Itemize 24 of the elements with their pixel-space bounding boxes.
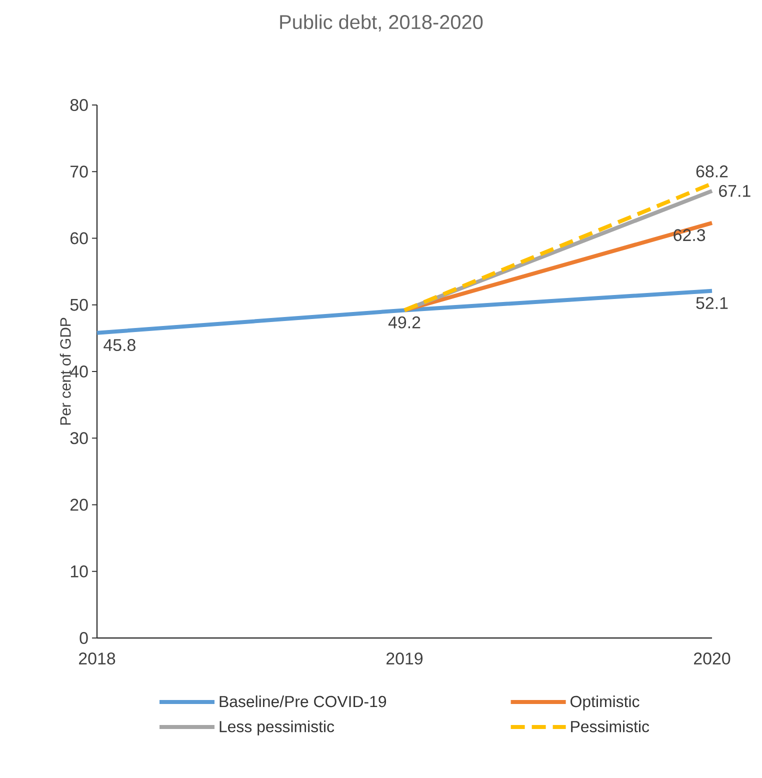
data-label: 68.2 xyxy=(696,165,728,178)
y-tick-label: 30 xyxy=(70,432,88,444)
data-label: 52.1 xyxy=(696,297,728,310)
y-axis-title: Per cent of GDP xyxy=(60,318,71,425)
data-label: 49.2 xyxy=(388,316,420,328)
chart-title: Public debt, 2018-2020 xyxy=(280,14,483,32)
y-tick-label: 60 xyxy=(70,232,88,244)
y-tick-label: 50 xyxy=(70,298,88,311)
legend-label: Optimistic xyxy=(570,695,640,710)
y-tick-label: 10 xyxy=(70,565,88,578)
data-label: 62.3 xyxy=(674,229,706,242)
legend-label: Pessimistic xyxy=(571,720,650,732)
x-tick-label: 2020 xyxy=(694,652,730,665)
y-tick-label: 20 xyxy=(70,498,88,511)
legend-label: Baseline/Pre COVID-19 xyxy=(220,695,386,708)
y-tick-label: 80 xyxy=(70,98,88,111)
x-tick-label: 2018 xyxy=(79,652,116,665)
data-label: 67.1 xyxy=(719,184,750,197)
legend-label: Less pessimistic xyxy=(220,720,334,736)
y-tick-label: 40 xyxy=(70,366,88,378)
y-tick-label: 0 xyxy=(80,632,88,644)
x-tick-label: 2019 xyxy=(386,652,423,665)
data-label: 45.8 xyxy=(104,339,136,352)
y-tick-label: 70 xyxy=(70,166,88,178)
